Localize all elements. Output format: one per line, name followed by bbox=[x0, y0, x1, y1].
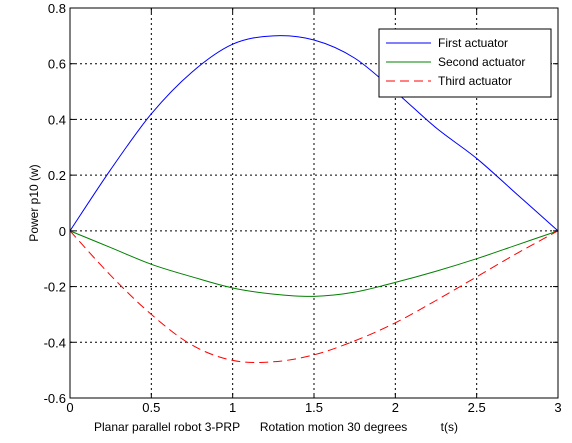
x-tick-label: 0.5 bbox=[142, 400, 160, 415]
x-tick-label: 1.5 bbox=[305, 400, 323, 415]
y-tick-label: 0.8 bbox=[48, 1, 66, 16]
y-tick-label: 0 bbox=[59, 224, 66, 239]
legend: First actuator Second actuator Third actua… bbox=[378, 28, 552, 98]
y-tick-label: 0.4 bbox=[48, 112, 66, 127]
legend-box bbox=[378, 28, 552, 98]
x-tick-label: 1 bbox=[229, 400, 236, 415]
x-tick-label: 0 bbox=[66, 400, 73, 415]
x-tick-label: 3 bbox=[554, 400, 561, 415]
y-tick-label: 0.6 bbox=[48, 57, 66, 72]
series-line-3 bbox=[69, 230, 559, 363]
axis-ticks: 0 0.5 1 1.5 2 2.5 3 -0.6 -0.4 -0.2 0 0.2 0.4 0.6 0.8 bbox=[44, 1, 562, 415]
series-line-2 bbox=[69, 230, 559, 297]
legend-label: Third actuator bbox=[438, 74, 512, 88]
y-tick-label: -0.4 bbox=[44, 335, 66, 350]
y-axis-label: Power p10 (w) bbox=[27, 164, 41, 241]
series-line-1 bbox=[69, 35, 559, 232]
y-tick-label: -0.6 bbox=[44, 391, 66, 406]
y-tick-label: -0.2 bbox=[44, 280, 66, 295]
x-tick-label: 2.5 bbox=[468, 400, 486, 415]
x-tick-label: 2 bbox=[392, 400, 399, 415]
x-axis-label: Planar parallel robot 3-PRP Rotation mot… bbox=[94, 420, 458, 434]
legend-label: Second actuator bbox=[438, 55, 525, 69]
series-lines bbox=[69, 35, 559, 363]
legend-label: First actuator bbox=[438, 36, 508, 50]
y-tick-label: 0.2 bbox=[48, 168, 66, 183]
